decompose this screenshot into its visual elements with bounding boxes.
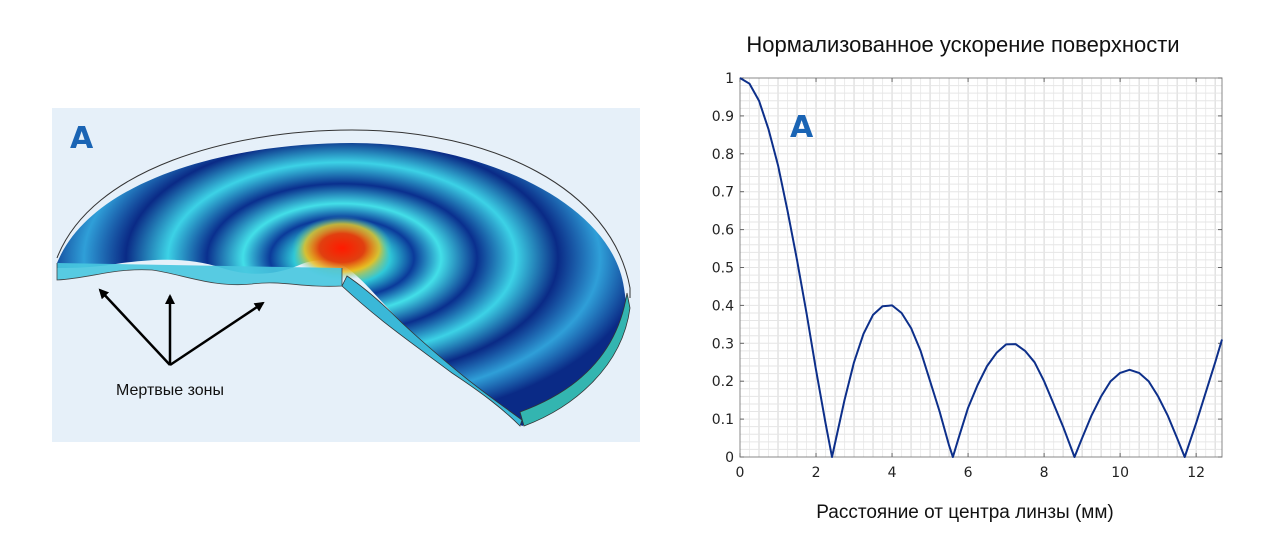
y-tick-label: 0.9 (712, 109, 734, 125)
outer-outline (56, 129, 631, 298)
x-axis-label: Расстояние от центра линзы (мм) (816, 502, 1114, 523)
y-tick-label: 0.1 (712, 412, 734, 428)
cut-edge-left (56, 263, 343, 287)
x-tick-label: 0 (736, 465, 745, 481)
x-tick-label: 2 (812, 465, 821, 481)
x-tick-label: 12 (1187, 465, 1205, 481)
axis-ticks: 0 2 4 6 8 10 12 0 0.1 0.2 0.3 0.4 0.5 0.6 0.7 0.8 0.9 1 (712, 71, 1222, 481)
y-tick-label: 0.5 (712, 261, 734, 277)
y-tick-label: 0.7 (712, 185, 734, 201)
simulation-image-panel: A Мертвые зоны (52, 108, 640, 442)
arrow-right (169, 301, 265, 367)
y-tick-label: 0.3 (712, 336, 734, 352)
arrow-left (98, 288, 171, 366)
half-ring-surface (57, 143, 627, 426)
grid (740, 78, 1222, 457)
x-tick-label: 8 (1040, 465, 1049, 481)
dead-zones-label: Мертвые зоны (116, 382, 224, 399)
acceleration-curve (739, 77, 1223, 458)
chart-title: Нормализованное ускорение поверхности (746, 32, 1179, 57)
y-tick-label: 0.6 (712, 223, 734, 239)
y-tick-label: 0 (725, 450, 734, 466)
outer-rim (519, 292, 631, 427)
y-tick-label: 0.2 (712, 374, 734, 390)
peak-hotspot (292, 216, 392, 280)
x-tick-label: 10 (1111, 465, 1129, 481)
y-tick-label: 0.4 (712, 298, 734, 314)
chart-panel-letter: A (790, 110, 814, 145)
x-tick-label: 4 (888, 465, 897, 481)
x-tick-label: 6 (964, 465, 973, 481)
panel-letter: A (70, 121, 94, 156)
y-tick-label: 1 (725, 71, 734, 87)
lens-vibration-render: A Мертвые зоны (56, 121, 631, 427)
y-tick-label: 0.8 (712, 147, 734, 163)
